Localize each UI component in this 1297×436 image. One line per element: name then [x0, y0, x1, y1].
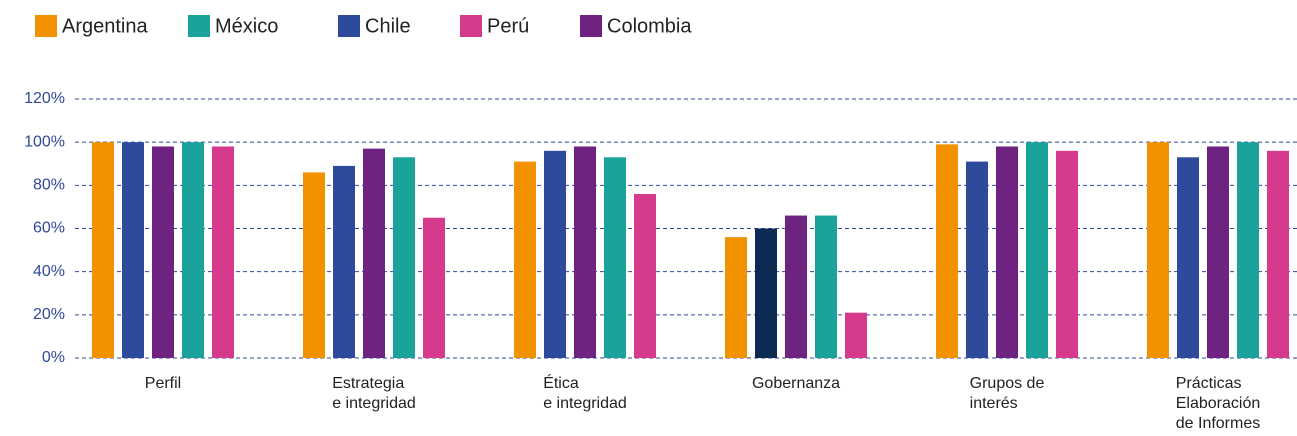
bar [574, 146, 596, 358]
legend-swatch [338, 15, 360, 37]
legend-swatch [35, 15, 57, 37]
bar [1177, 157, 1199, 358]
bar [996, 146, 1018, 358]
bar [182, 142, 204, 358]
y-tick-label: 100% [24, 133, 65, 150]
bar [333, 165, 355, 358]
legend-label: Perú [487, 15, 529, 37]
y-tick-label: 60% [33, 220, 65, 237]
legend-swatch [188, 15, 210, 37]
bar [92, 142, 114, 358]
x-tick-label: Grupos de interés [969, 375, 1045, 412]
x-tick-label: Perfil [144, 375, 182, 392]
legend-label: México [215, 15, 278, 37]
bar [815, 215, 837, 358]
bar [634, 193, 656, 358]
bar [303, 172, 325, 358]
legend-swatch [460, 15, 482, 37]
x-tick-label: Gobernanza [751, 375, 841, 392]
legend-swatch [580, 15, 602, 37]
bar [423, 217, 445, 358]
x-tick-label: Ética e integridad [543, 375, 627, 412]
legend-label: Chile [365, 15, 411, 37]
x-tick-label: Prácticas Elaboración de Informes [1175, 375, 1261, 432]
bar [1026, 142, 1048, 358]
bar [755, 228, 777, 358]
bar [1207, 146, 1229, 358]
bar [122, 142, 144, 358]
bar [604, 157, 626, 358]
bar [1267, 150, 1289, 358]
bar [725, 237, 747, 358]
bar [845, 312, 867, 358]
legend-label: Argentina [62, 15, 148, 37]
y-tick-label: 40% [33, 263, 65, 280]
bar [363, 148, 385, 358]
bar [514, 161, 536, 358]
bar [544, 150, 566, 358]
bar [1056, 150, 1078, 358]
x-tick-label: Estrategia e integridad [332, 375, 416, 412]
bar [785, 215, 807, 358]
y-tick-label: 20% [33, 306, 65, 323]
bar [212, 146, 234, 358]
bar [1147, 142, 1169, 358]
y-tick-label: 80% [33, 177, 65, 194]
bar [966, 161, 988, 358]
bar [393, 157, 415, 358]
y-tick-label: 120% [24, 90, 65, 107]
y-tick-label: 0% [42, 349, 65, 366]
bar [152, 146, 174, 358]
bar [936, 144, 958, 358]
bar [1237, 142, 1259, 358]
legend-label: Colombia [607, 15, 692, 37]
